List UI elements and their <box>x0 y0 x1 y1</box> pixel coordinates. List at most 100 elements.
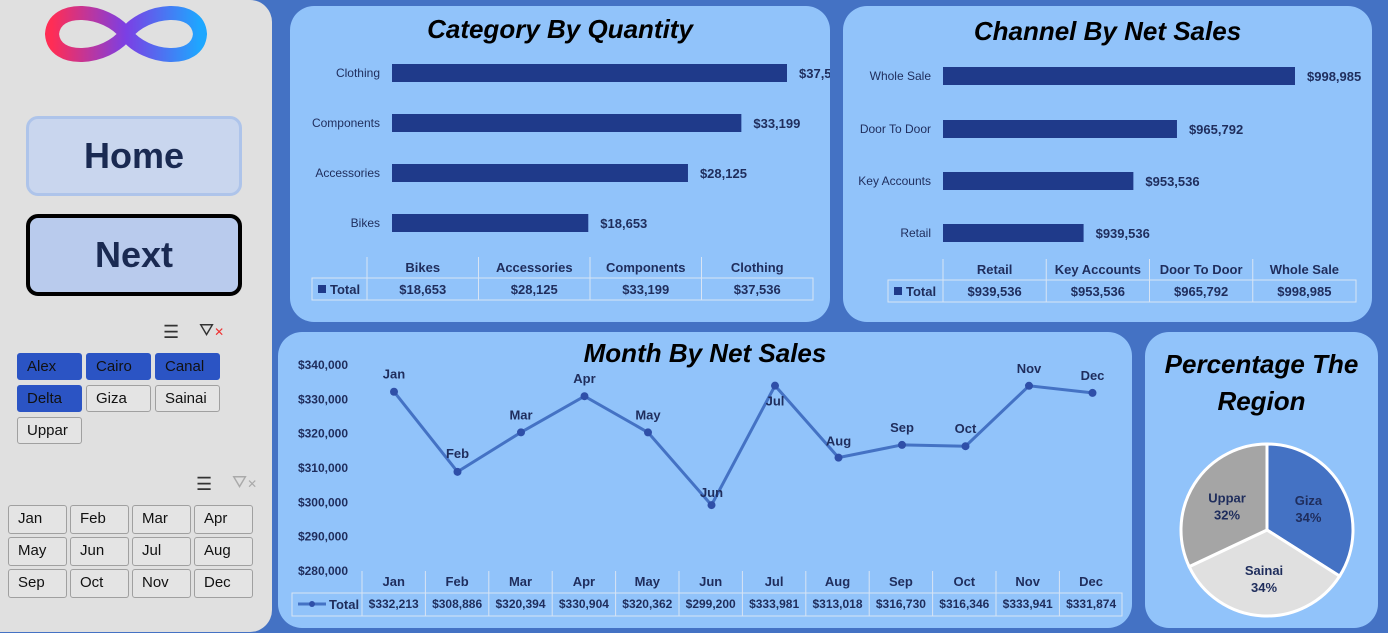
home-button[interactable]: Home <box>26 116 242 196</box>
point-label: Jul <box>766 394 785 409</box>
table-header: Feb <box>446 574 469 589</box>
table-value: $965,792 <box>1174 284 1228 299</box>
slice-percent: 34% <box>1251 580 1277 595</box>
legend-label: Total <box>906 284 936 299</box>
y-tick-label: $290,000 <box>298 530 348 544</box>
month-filter-jun[interactable]: Jun <box>70 537 129 566</box>
data-label: $953,536 <box>1145 174 1199 189</box>
data-label: $965,792 <box>1189 122 1243 137</box>
region-filter-alex[interactable]: Alex <box>17 353 82 380</box>
region-filter-giza[interactable]: Giza <box>86 385 151 412</box>
table-value: $316,346 <box>939 597 989 611</box>
month-filter-dec[interactable]: Dec <box>194 569 253 598</box>
table-value: $320,362 <box>622 597 672 611</box>
table-value: $333,981 <box>749 597 799 611</box>
data-point <box>961 442 970 451</box>
region-filter-cairo[interactable]: Cairo <box>86 353 151 380</box>
legend-label: Total <box>329 597 359 612</box>
y-tick-label: $320,000 <box>298 427 348 441</box>
month-filter-feb[interactable]: Feb <box>70 505 129 534</box>
region-filter-uppar[interactable]: Uppar <box>17 417 82 444</box>
clear-filter-icon[interactable]: ⛛✕ <box>199 320 225 340</box>
month-filter-mar[interactable]: Mar <box>132 505 191 534</box>
bar <box>392 164 688 182</box>
data-label: $33,199 <box>753 116 800 131</box>
data-point <box>390 387 398 396</box>
month-filter-apr[interactable]: Apr <box>194 505 253 534</box>
bar <box>943 120 1177 138</box>
point-label: Apr <box>573 371 595 386</box>
month-chart-panel: $280,000 $290,000 $300,000 $310,000 $320,000… <box>278 332 1132 628</box>
month-filter-jul[interactable]: Jul <box>132 537 191 566</box>
region-filter-sainai[interactable]: Sainai <box>155 385 220 412</box>
month-filter-sep[interactable]: Sep <box>8 569 67 598</box>
table-header: Retail <box>977 262 1012 277</box>
table-border <box>291 592 1123 617</box>
point-label: Nov <box>1017 361 1042 376</box>
table-value: $316,730 <box>876 597 926 611</box>
point-label: Oct <box>955 421 977 436</box>
category-label: Door To Door <box>860 122 931 136</box>
table-header: Accessories <box>496 260 573 275</box>
chart-title: Category By Quantity <box>427 14 693 44</box>
legend-swatch <box>318 285 326 293</box>
slice-label: Giza <box>1295 493 1323 508</box>
month-filter-may[interactable]: May <box>8 537 67 566</box>
region-filter-canal[interactable]: Canal <box>155 353 220 380</box>
series-line <box>392 383 1093 508</box>
data-point <box>517 428 525 437</box>
table-value: $37,536 <box>734 282 781 297</box>
pie-slice <box>1187 528 1342 618</box>
multi-select-icon[interactable]: ☰ <box>196 474 213 494</box>
point-label: Sep <box>890 420 914 435</box>
region-pie-chart: Giza 34% Sainai 34% Uppar 32% <box>1179 442 1355 618</box>
region-filter-delta[interactable]: Delta <box>17 385 82 412</box>
table-value: $998,985 <box>1277 284 1331 299</box>
data-label: $28,125 <box>700 166 747 181</box>
channel-bar-chart: Retail $939,536 Key Accounts $953,536 Door T… <box>858 67 1361 303</box>
bar <box>943 224 1084 242</box>
chart-title: Month By Net Sales <box>583 338 827 368</box>
month-filter-jan[interactable]: Jan <box>8 505 67 534</box>
table-value: $330,904 <box>559 597 609 611</box>
next-button[interactable]: Next <box>26 214 242 296</box>
table-value: $333,941 <box>1003 597 1053 611</box>
chart-title: Percentage The Region <box>1164 349 1359 416</box>
pie-slice <box>1179 442 1269 569</box>
data-point <box>898 440 906 449</box>
infinity-logo-icon <box>44 6 208 62</box>
table-header: Clothing <box>731 260 784 275</box>
bar <box>943 172 1134 190</box>
month-filter-oct[interactable]: Oct <box>70 569 129 598</box>
point-label: Dec <box>1081 368 1105 383</box>
data-point <box>580 392 589 401</box>
table-header: Door To Door <box>1160 262 1243 277</box>
y-tick-label: $310,000 <box>298 461 348 475</box>
category-label: Whole Sale <box>870 69 932 83</box>
category-label: Retail <box>900 226 931 240</box>
table-header: Oct <box>953 574 975 589</box>
table-value: $953,536 <box>1071 284 1125 299</box>
table-border <box>311 277 814 301</box>
point-label: Mar <box>509 407 532 422</box>
clear-filter-icon[interactable]: ⛛✕ <box>232 472 258 492</box>
category-label: Bikes <box>351 216 380 230</box>
category-label: Accessories <box>315 166 380 180</box>
bar <box>392 214 589 232</box>
table-value: $308,886 <box>432 597 482 611</box>
multi-select-icon[interactable]: ☰ <box>163 322 180 342</box>
category-label: Key Accounts <box>858 174 931 188</box>
table-header: Apr <box>573 574 595 589</box>
table-header: Dec <box>1079 574 1103 589</box>
data-point <box>771 381 779 390</box>
point-label: Feb <box>446 446 469 461</box>
month-filter-aug[interactable]: Aug <box>194 537 253 566</box>
slice-label: Uppar <box>1208 491 1246 506</box>
bar <box>392 114 742 132</box>
table-value: $939,536 <box>968 284 1022 299</box>
legend-swatch <box>894 287 902 295</box>
table-value: $299,200 <box>686 597 736 611</box>
table-value: $332,213 <box>369 597 419 611</box>
data-point <box>453 467 462 476</box>
month-filter-nov[interactable]: Nov <box>132 569 191 598</box>
